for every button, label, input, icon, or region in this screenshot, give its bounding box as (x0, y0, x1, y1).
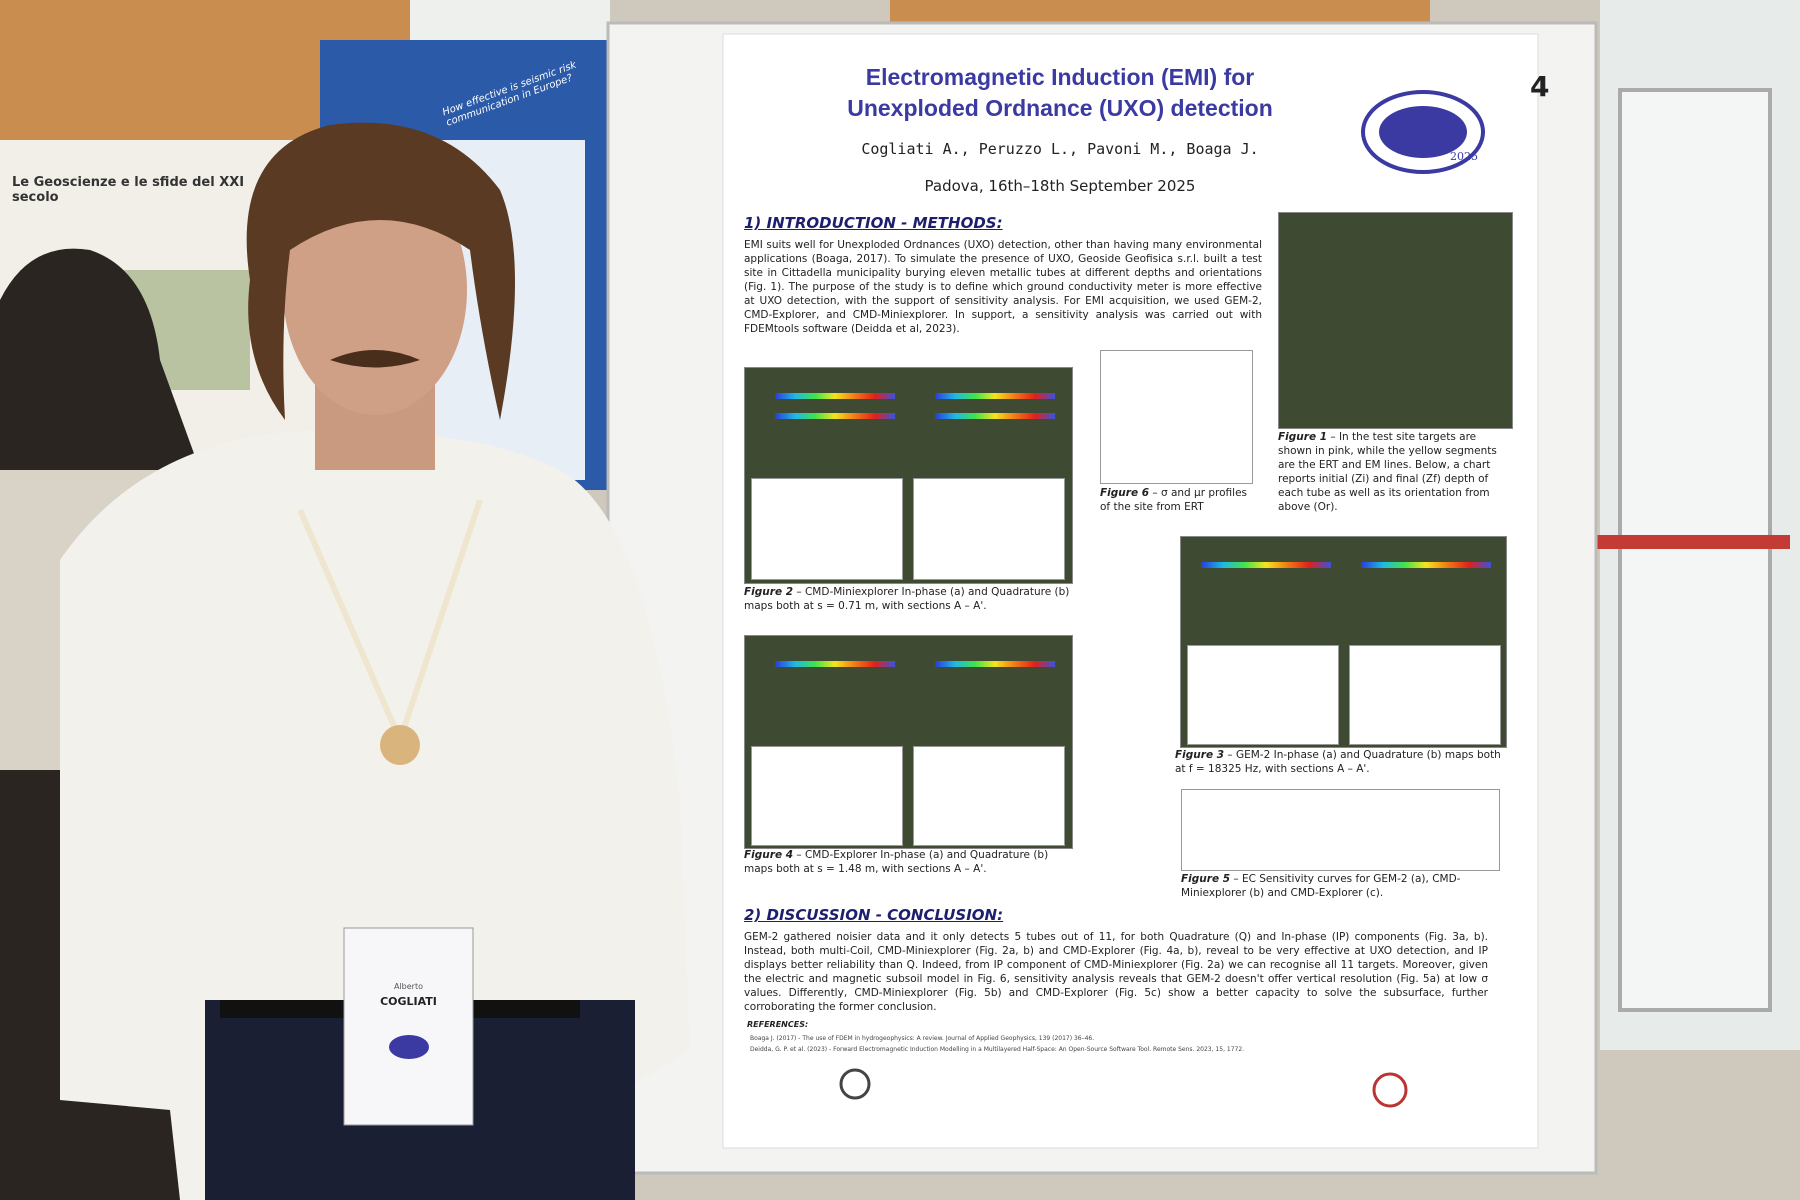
poster-number: 4 (1530, 70, 1550, 103)
caption: Figure 6 – σ and μr profiles of the site… (1100, 486, 1260, 514)
caption: Figure 5 – EC Sensitivity curves for GEM… (1181, 872, 1498, 900)
section-heading: 1) INTRODUCTION - METHODS: (744, 214, 1003, 232)
caption-text: – In the test site targets are shown in … (1278, 431, 1497, 513)
poster-title: Unexploded Ordnance (UXO) detection (847, 95, 1273, 121)
logo-text: PADOVA (1395, 110, 1451, 125)
caption-label: Figure 2 (744, 586, 794, 598)
caption-label: Figure 6 (1100, 487, 1150, 499)
logo-text: 2025 (1450, 150, 1478, 163)
caption-text: – σ and μr profiles of the site from ERT (1100, 487, 1248, 513)
glass-door (1618, 88, 1772, 1012)
figure-image (1100, 350, 1253, 484)
venue-date: Padova, 16th–18th September 2025 (924, 177, 1196, 195)
badge-logo (389, 1035, 429, 1059)
caption: Figure 2 – CMD-Miniexplorer In-phase (a)… (744, 585, 1071, 613)
figure-image (1181, 789, 1500, 871)
caption: Figure 1 – In the test site targets are … (1278, 430, 1511, 514)
figure-image (1180, 536, 1507, 748)
section-text: EMI suits well for Unexploded Ordnances … (744, 239, 1262, 335)
badge (343, 927, 474, 1126)
red-rail (1590, 535, 1790, 549)
bottom-logo (1372, 1072, 1408, 1108)
section-text: GEM-2 gathered noisier data and it only … (744, 931, 1488, 1013)
caption: Figure 4 – CMD-Explorer In-phase (a) and… (744, 848, 1071, 876)
figure-image (1278, 212, 1513, 429)
caption-text: – GEM-2 In-phase (a) and Quadrature (b) … (1175, 749, 1501, 775)
caption-label: Figure 4 (744, 849, 794, 861)
lanyard-toggle (380, 725, 420, 765)
poster-title: Electromagnetic Induction (EMI) for (865, 64, 1255, 90)
bottom-logo (839, 1068, 871, 1100)
caption: Figure 3 – GEM-2 In-phase (a) and Quadra… (1175, 748, 1505, 776)
figure-image (744, 635, 1073, 849)
caption-label: Figure 1 (1278, 431, 1328, 443)
figure-image (744, 367, 1073, 584)
caption-label: Figure 3 (1175, 749, 1225, 761)
left-poster-title: Le Geoscienze e le sfide del XXI secolo (12, 175, 245, 205)
authors: Cogliati A., Peruzzo L., Pavoni M., Boag… (861, 140, 1259, 158)
person-hair (246, 122, 515, 420)
person-moustache (330, 350, 420, 368)
badge-first-name: Alberto (393, 982, 423, 991)
references-heading: REFERENCES: (747, 1020, 809, 1029)
badge-last-name: COGLIATI (380, 995, 437, 1008)
caption-text: – EC Sensitivity curves for GEM-2 (a), C… (1181, 873, 1461, 899)
section-heading: 2) DISCUSSION - CONCLUSION: (744, 906, 1004, 924)
reference: Deidda, G. P. et al. (2023) - Forward El… (750, 1046, 1245, 1053)
caption-text: – CMD-Explorer In-phase (a) and Quadratu… (744, 849, 1049, 875)
logo-ring (1361, 90, 1485, 174)
reference: Boaga J. (2017) - The use of FDEM in hyd… (750, 1035, 1095, 1042)
caption-text: – CMD-Miniexplorer In-phase (a) and Quad… (744, 586, 1070, 612)
logo-disc (1379, 106, 1467, 158)
caption-label: Figure 5 (1181, 873, 1231, 885)
